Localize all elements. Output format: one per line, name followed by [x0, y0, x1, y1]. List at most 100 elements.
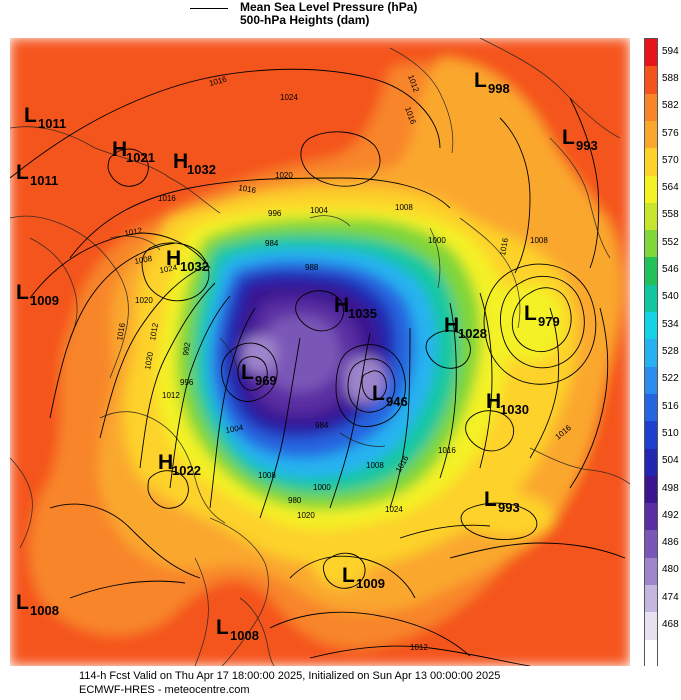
low-pressure-marker: L 993 [484, 488, 520, 515]
isobar-legend-line [190, 8, 228, 9]
colorbar-tick-label: 492 [662, 509, 679, 521]
isobar-value-label: 1008 [134, 254, 154, 266]
colorbar-tick-label: 486 [662, 537, 679, 549]
colorbar-segment [645, 339, 657, 368]
isobar-value-label: 996 [268, 209, 282, 218]
isobar-lines [10, 68, 626, 666]
colorbar-segment [645, 639, 657, 668]
polar-stereographic-map: 1016 1024 1012 1016 1020 1016 1004 1008 996 1012 1… [10, 38, 630, 666]
colorbar-tick-label: 552 [662, 236, 679, 248]
pressure-system-value: 969 [255, 373, 277, 388]
isobar-value-label: 1016 [115, 322, 127, 342]
low-pressure-marker: L 1011 [24, 104, 66, 131]
pressure-system-letter: L [524, 302, 537, 325]
isobar-value-label: 1016 [238, 183, 258, 195]
colorbar-segment [645, 93, 657, 122]
forecast-valid-caption: 114-h Fcst Valid on Thu Apr 17 18:00:00 … [79, 670, 501, 682]
colorbar-tick-label: 516 [662, 400, 679, 412]
isobar-value-label: 1020 [275, 171, 293, 180]
isobar-value-label: 1012 [162, 391, 180, 400]
height-colorbar [644, 38, 658, 668]
colorbar-tick-label: 498 [662, 482, 679, 494]
isobar-value-label: 1000 [428, 236, 446, 245]
low-pressure-marker: L 998 [474, 69, 510, 96]
pressure-system-value: 1021 [126, 150, 155, 165]
pressure-system-letter: L [372, 382, 385, 405]
colorbar-tick-label: 522 [662, 373, 679, 385]
pressure-system-value: 946 [386, 394, 408, 409]
colorbar-tick-label: 468 [662, 619, 679, 631]
colorbar-segment [645, 148, 657, 176]
isobar-value-label: 992 [181, 341, 192, 356]
colorbar-tick-label: 474 [662, 591, 679, 603]
low-pressure-marker: L 1011 [16, 161, 58, 188]
map-legend: Mean Sea Level Pressure (hPa) 500-hPa He… [190, 0, 490, 30]
low-pressure-marker: L 1008 [16, 591, 59, 618]
pressure-system-letter: L [342, 564, 355, 587]
pressure-system-letter: L [16, 591, 29, 614]
colorbar-segment [645, 448, 657, 477]
colorbar-segment [645, 530, 657, 559]
pressure-system-letter: L [484, 488, 497, 511]
pressure-system-value: 1009 [356, 576, 385, 591]
colorbar-tick-label: 540 [662, 291, 679, 303]
colorbar-tick-label: 594 [662, 45, 679, 57]
colorbar-tick-label: 480 [662, 564, 679, 576]
colorbar-segment [645, 66, 657, 95]
pressure-system-letter: L [241, 361, 254, 384]
pressure-system-letter: H [158, 451, 173, 474]
pressure-system-value: 1008 [230, 628, 259, 643]
colorbar-segment [645, 284, 657, 313]
low-pressure-marker: L 1008 [216, 616, 259, 643]
isobar-value-label: 1016 [438, 446, 456, 455]
pressure-system-letter: H [444, 314, 459, 337]
isobar-value-label: 1024 [159, 263, 179, 275]
pressure-system-value: 1009 [30, 293, 59, 308]
pressure-system-value: 1032 [187, 162, 216, 177]
pressure-system-value: 993 [576, 138, 598, 153]
colorbar-tick-label: 558 [662, 209, 679, 221]
colorbar-tick-label: 588 [662, 72, 679, 84]
isobar-value-label: 1020 [297, 511, 315, 520]
colorbar-segment [645, 366, 657, 395]
pressure-system-letter: H [166, 247, 181, 270]
pressure-system-value: 1022 [172, 463, 201, 478]
colorbar-segment [645, 612, 657, 641]
colorbar-tick-label: 510 [662, 427, 679, 439]
low-pressure-marker: L 946 [372, 382, 408, 409]
coastlines [10, 38, 630, 666]
colorbar-tick-label: 582 [662, 100, 679, 112]
colorbar-segment [645, 503, 657, 531]
isobar-value-label: 1004 [310, 206, 328, 215]
pressure-system-value: 1030 [500, 402, 529, 417]
isobar-value-label: 1000 [313, 483, 331, 492]
isobar-value-label: 1008 [395, 203, 413, 212]
pressure-system-letter: H [173, 150, 188, 173]
isobar-value-label: 1008 [258, 471, 276, 480]
colorbar-segment [645, 202, 657, 231]
colorbar-tick-label: 570 [662, 154, 679, 166]
low-pressure-marker: L 993 [562, 126, 598, 153]
colorbar-tick-label: 576 [662, 127, 679, 139]
colorbar-segment [645, 557, 657, 586]
low-pressure-marker: L 1009 [16, 281, 59, 308]
pressure-system-letter: L [16, 161, 29, 184]
colorbar-segment [645, 475, 657, 504]
low-pressure-marker: L 1009 [342, 564, 385, 591]
isobar-value-label: 1020 [143, 351, 155, 371]
low-pressure-marker: L 969 [241, 361, 277, 388]
isobar-value-label: 1016 [498, 237, 510, 257]
pressure-system-value: 1032 [180, 259, 209, 274]
isobar-value-label: 1020 [135, 296, 153, 305]
colorbar-segment [645, 230, 657, 258]
colorbar-segment [645, 312, 657, 340]
pressure-system-value: 1011 [38, 116, 66, 131]
colorbar-tick-label: 504 [662, 455, 679, 467]
colorbar-tick-label: 534 [662, 318, 679, 330]
